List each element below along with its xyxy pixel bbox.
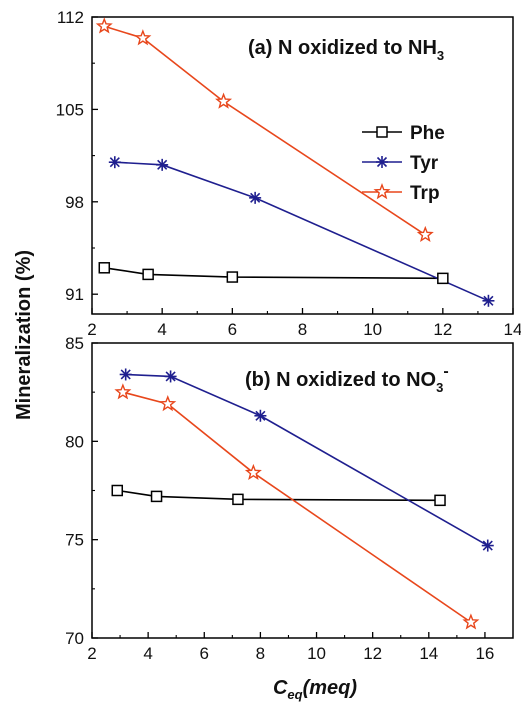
- x-tick-label: 4: [157, 320, 166, 339]
- data-point-phe: [232, 493, 244, 506]
- data-point-trp: [134, 29, 152, 46]
- legend-label-trp: Trp: [410, 183, 440, 204]
- data-point-trp: [215, 92, 233, 109]
- y-tick-label: 75: [65, 531, 84, 550]
- data-point-tyr: [156, 158, 169, 171]
- panel-b-title: (b) N oxidized to NO3-: [245, 363, 449, 395]
- y-tick-label: 85: [65, 334, 84, 353]
- data-point-tyr: [481, 539, 494, 552]
- y-tick-label: 112: [57, 8, 84, 27]
- data-point-tyr: [249, 191, 262, 204]
- panel-a-ticks: 2 4 6 8 10 12 14 91 98 105 112: [56, 8, 521, 339]
- data-point-trp: [114, 383, 132, 400]
- x-tick-label: 10: [307, 644, 326, 663]
- data-point-phe: [437, 272, 449, 285]
- panel-b-lines: [117, 373, 489, 623]
- legend-label-phe: Phe: [410, 123, 445, 144]
- x-tick-label: 6: [228, 320, 237, 339]
- data-point-trp: [95, 17, 113, 34]
- data-point-tyr: [119, 368, 132, 381]
- x-tick-label: 12: [433, 320, 452, 339]
- y-axis-title: Mineralization (%): [13, 250, 35, 420]
- x-tick-label: 8: [256, 644, 265, 663]
- data-point-tyr: [164, 370, 177, 383]
- panel-a-title: (a) N oxidized to NH3: [248, 37, 444, 63]
- data-point-phe: [98, 262, 111, 274]
- data-point-trp: [244, 463, 262, 481]
- x-tick-label: 12: [363, 644, 382, 663]
- y-tick-label: 80: [65, 432, 84, 451]
- series-line-tyr: [114, 161, 489, 302]
- data-point-tyr: [108, 156, 121, 169]
- x-axis-title-rest: (meq): [303, 677, 358, 699]
- y-tick-label: 98: [65, 193, 84, 212]
- y-tick-label: 105: [56, 100, 84, 119]
- x-axis-title: Ceq(meq): [273, 677, 357, 702]
- panel-a-lines: [104, 25, 489, 302]
- series-line-trp: [122, 391, 472, 623]
- data-point-phe: [226, 271, 239, 283]
- x-tick-label: 2: [87, 320, 96, 339]
- legend-square-icon: [376, 126, 388, 138]
- panel-b-ticks: 2 4 6 8 10 12 14 16 70 75 80 85: [65, 334, 494, 663]
- data-point-tyr: [254, 409, 267, 422]
- x-tick-label: 6: [200, 644, 209, 663]
- series-line-trp: [104, 25, 426, 236]
- x-tick-label: 16: [475, 644, 494, 663]
- data-point-trp: [462, 613, 480, 630]
- panel-a: 2 4 6 8 10 12 14 91 98 105 112 (a) N oxidized to N…: [56, 8, 521, 339]
- data-point-phe: [434, 494, 446, 507]
- series-line-phe: [117, 489, 441, 502]
- x-tick-label: 8: [298, 320, 307, 339]
- series-line-phe: [104, 267, 443, 280]
- legend-star-icon: [373, 183, 391, 200]
- data-point-trp: [159, 395, 177, 412]
- data-point-trp: [416, 225, 434, 243]
- x-tick-label: 14: [504, 320, 521, 339]
- legend-label-tyr: Tyr: [410, 153, 439, 174]
- data-point-phe: [111, 484, 124, 497]
- panel-a-markers: [95, 17, 495, 307]
- x-axis-title-sub: eq: [287, 687, 302, 702]
- panel-a-frame: [91, 16, 514, 315]
- data-point-phe: [142, 268, 154, 281]
- panel-b: 2 4 6 8 10 12 14 16 70 75 80 85 (b) N oxidized to N…: [65, 334, 514, 663]
- series-line-tyr: [125, 373, 489, 547]
- data-point-phe: [150, 490, 163, 503]
- legend-asterisk-icon: [376, 156, 388, 168]
- y-tick-label: 91: [65, 285, 84, 304]
- x-tick-label: 10: [363, 320, 382, 339]
- data-point-tyr: [482, 294, 495, 307]
- x-axis-title-main: C: [273, 677, 288, 699]
- x-tick-label: 4: [143, 644, 152, 663]
- y-tick-label: 70: [65, 629, 84, 648]
- legend: Phe Tyr Trp: [362, 123, 445, 204]
- x-tick-label: 14: [419, 644, 438, 663]
- x-tick-label: 2: [87, 644, 96, 663]
- panel-b-markers: [111, 368, 494, 630]
